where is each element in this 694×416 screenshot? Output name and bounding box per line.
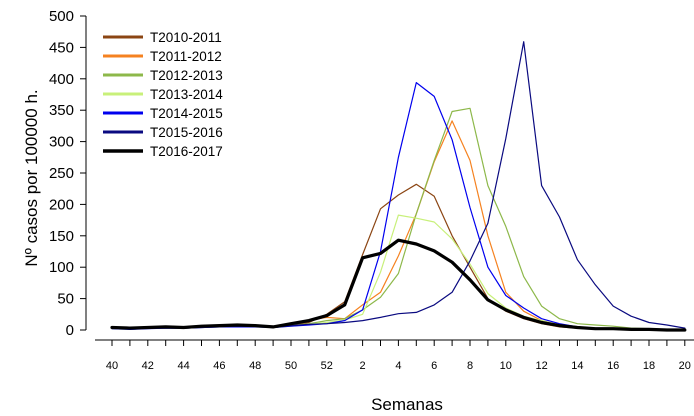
series-lines [110,41,687,332]
legend-label: T2010-2011 [150,30,222,45]
x-tick-label: 48 [249,360,261,372]
x-tick-label: 16 [607,360,619,372]
y-tick-label: 350 [49,102,74,119]
y-tick-label: 200 [49,196,74,213]
x-tick-label: 46 [213,360,225,372]
y-tick-label: 50 [57,291,74,308]
series-line-t2016-2017 [110,238,687,332]
x-tick-label: 6 [431,360,437,372]
y-tick-label: 450 [49,39,74,56]
x-tick-label: 42 [142,360,154,372]
x-tick-label: 20 [679,360,691,372]
y-tick-label: 300 [49,134,74,151]
legend-label: T2013-2014 [150,87,223,102]
x-tick-label: 52 [321,360,333,372]
legend-label: T2014-2015 [150,106,223,121]
x-tick-label: 40 [106,360,118,372]
y-tick-label: 0 [66,322,74,339]
x-tick-label: 8 [467,360,473,372]
legend-label: T2012-2013 [150,68,223,83]
x-tick-label: 44 [177,360,189,372]
legend-label: T2015-2016 [150,125,223,140]
y-tick-label: 100 [49,259,74,276]
series-line-t2015-2016 [111,41,686,330]
legend-label: T2011-2012 [150,49,222,64]
y-tick-label: 250 [49,165,74,182]
x-tick-label: 18 [643,360,655,372]
x-tick-label: 10 [500,360,512,372]
y-tick-label: 400 [49,71,74,88]
y-tick-label: 500 [49,8,74,25]
legend: T2010-2011 T2011-2012 T2012-2013 T2013-2014… [103,30,223,159]
legend-label: T2016-2017 [150,144,223,159]
series-line-t2012-2013 [111,107,686,330]
y-axis-title: Nº casos por 100000 h. [22,89,41,266]
y-axis: 0 50 100 150 200 250 300 350 400 450 500 [49,8,87,339]
x-axis-title: Semanas [371,395,443,414]
y-tick-label: 150 [49,228,74,245]
x-axis: 40 42 44 46 48 50 52 2 4 6 8 10 12 14 16 18 20 [95,339,694,372]
x-tick-label: 2 [360,360,366,372]
x-tick-label: 14 [571,360,583,372]
x-tick-label: 50 [285,360,297,372]
x-tick-label: 12 [535,360,547,372]
x-tick-label: 4 [395,360,401,372]
